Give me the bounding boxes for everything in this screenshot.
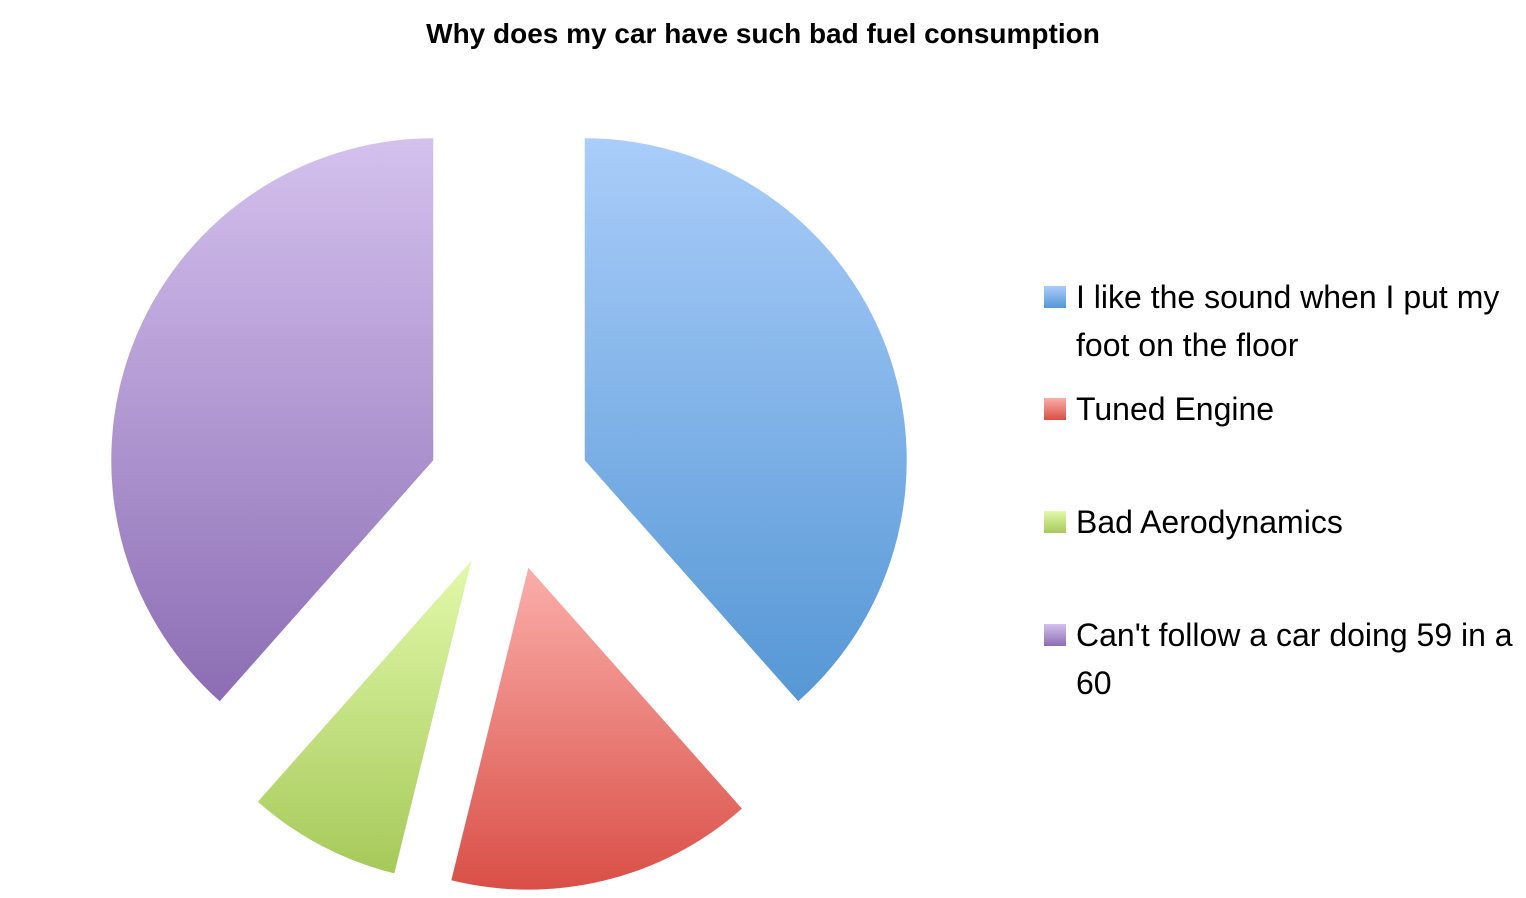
slice-sound (584, 138, 907, 702)
legend-label: Can't follow a car doing 59 in a 60 (1076, 617, 1513, 701)
legend-label: I like the sound when I put my foot on t… (1076, 279, 1500, 363)
legend-label: Tuned Engine (1076, 391, 1275, 427)
legend-swatch (1044, 511, 1066, 533)
slice-cant-follow (111, 138, 434, 702)
slice-aerodynamics (257, 560, 472, 874)
chart-title: Why does my car have such bad fuel consu… (426, 18, 1100, 49)
legend-swatch (1044, 286, 1066, 308)
slice-tuned-engine (451, 567, 742, 890)
legend-label: Bad Aerodynamics (1076, 504, 1343, 540)
legend-swatch (1044, 624, 1066, 646)
legend-swatch (1044, 398, 1066, 420)
